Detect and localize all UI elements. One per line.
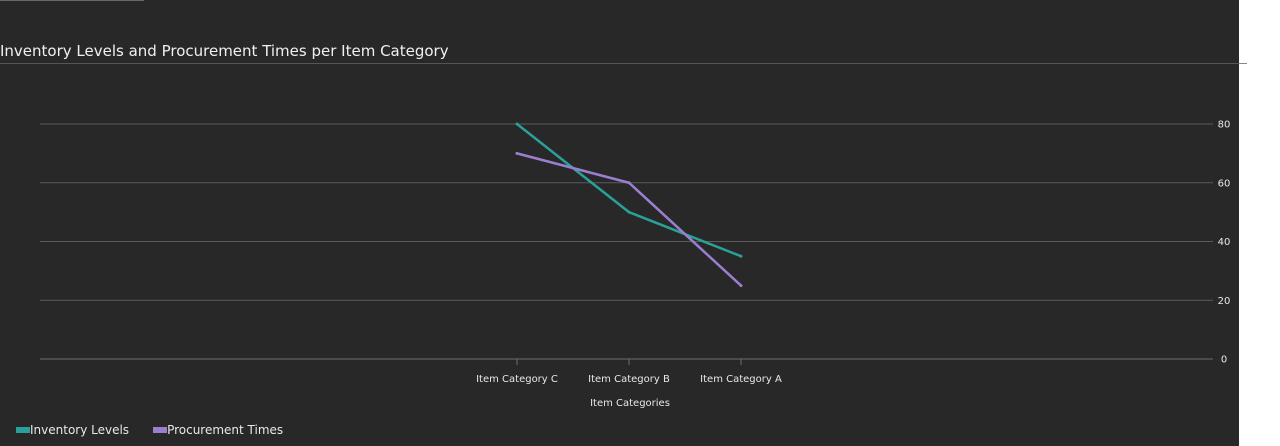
legend-swatch-inventory-levels [16,427,30,433]
x-axis-title: Item Categories [590,398,670,409]
y-tick-label-60: 60 [1218,178,1231,189]
title-divider [0,63,1239,64]
gridlines [40,123,1213,360]
x-tick-label-0: Item Category C [476,374,558,385]
data-point-0-2[interactable] [739,254,743,258]
legend-item-procurement-times[interactable]: Procurement Times [153,423,283,437]
chart-panel: Inventory Levels and Procurement Times p… [0,0,1239,446]
legend: Inventory Levels Procurement Times [16,423,307,437]
y-axis-tick-labels: 0 20 40 60 80 [1218,120,1231,366]
x-tick-label-1: Item Category B [588,374,670,385]
top-tab-indicator [0,0,144,1]
y-tick-label-80: 80 [1218,120,1231,131]
x-tick-label-2: Item Category A [700,374,782,385]
legend-item-inventory-levels[interactable]: Inventory Levels [16,423,129,437]
data-point-0-0[interactable] [515,122,519,126]
x-axis-tick-labels: Item Category C Item Category B Item Categ… [476,359,782,385]
line-chart: 0 20 40 60 80 Item Category C Item Category B… [40,120,1231,409]
data-point-1-2[interactable] [739,284,743,288]
legend-label-procurement-times: Procurement Times [167,423,284,437]
legend-swatch-procurement-times [153,427,168,433]
series-line-inventory-levels[interactable] [515,122,743,258]
data-point-1-0[interactable] [515,151,519,155]
series-lines [515,122,743,288]
series-line-procurement-times[interactable] [515,152,743,287]
data-point-1-1[interactable] [627,181,631,185]
y-tick-label-40: 40 [1218,237,1231,248]
title-divider-stub [1239,63,1247,64]
y-tick-label-0: 0 [1221,355,1227,366]
chart-title: Inventory Levels and Procurement Times p… [0,42,449,60]
legend-label-inventory-levels: Inventory Levels [30,423,130,437]
data-point-0-1[interactable] [627,210,631,214]
y-tick-label-20: 20 [1218,296,1231,307]
